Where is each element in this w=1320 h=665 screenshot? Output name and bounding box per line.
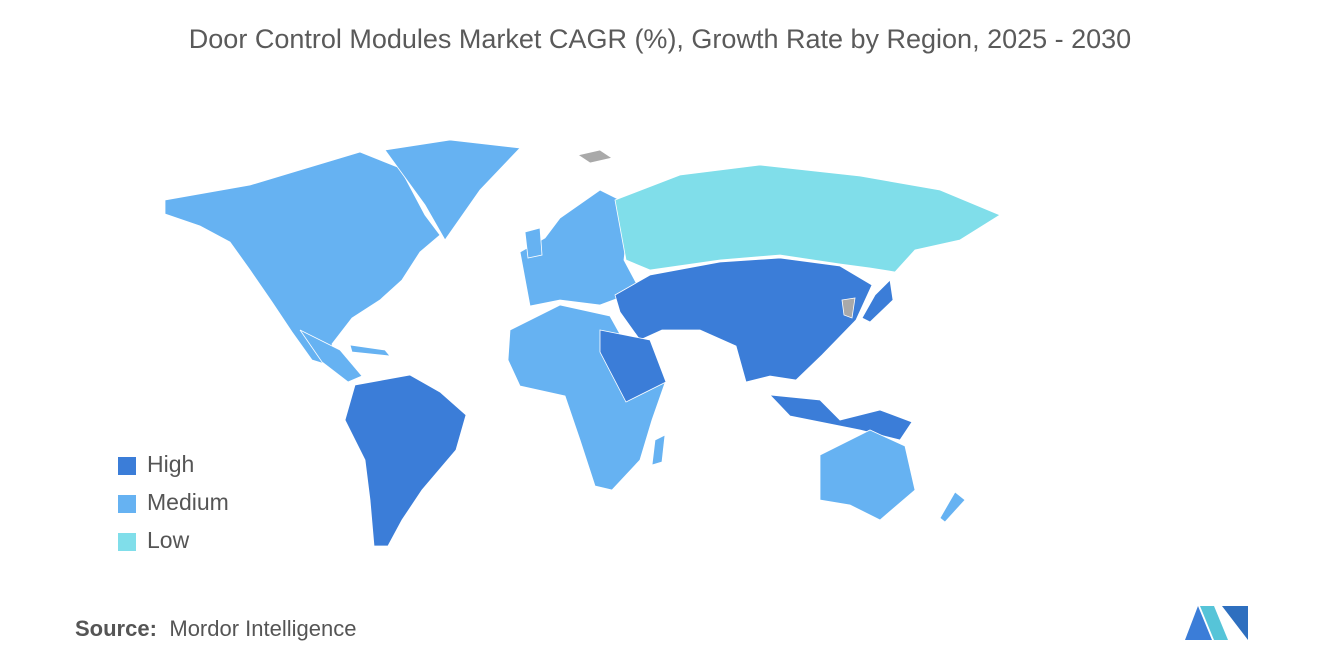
legend-swatch [118, 533, 136, 551]
new-zealand [939, 491, 966, 523]
legend: High Medium Low [118, 451, 229, 553]
korea [841, 297, 856, 319]
source: Source: Mordor Intelligence [75, 616, 356, 641]
logo-shape [1222, 606, 1248, 640]
madagascar [651, 434, 666, 466]
south-america [344, 374, 467, 547]
central-america [299, 329, 363, 383]
legend-label: Medium [147, 489, 229, 515]
title: Door Control Modules Market CAGR (%), Gr… [189, 24, 1131, 54]
logo [1185, 606, 1248, 640]
logo-shape [1185, 606, 1212, 640]
europe [519, 189, 641, 307]
svalbard [577, 149, 613, 164]
japan [861, 279, 894, 323]
legend-label: Low [147, 527, 190, 553]
legend-swatch [118, 495, 136, 513]
uk [524, 227, 543, 259]
legend-label: High [147, 451, 194, 477]
source-label: Source: [75, 616, 157, 641]
australia [819, 429, 916, 521]
asia [614, 257, 873, 383]
southeast-asia-islands [768, 394, 913, 441]
logo-shape [1200, 606, 1228, 640]
legend-swatch [118, 457, 136, 475]
source-text: Mordor Intelligence [169, 616, 356, 641]
greenland [384, 139, 521, 241]
russia [614, 164, 1001, 273]
caribbean [349, 344, 391, 357]
world-map [164, 139, 1001, 547]
middle-east [599, 329, 667, 403]
north-america [164, 151, 441, 369]
